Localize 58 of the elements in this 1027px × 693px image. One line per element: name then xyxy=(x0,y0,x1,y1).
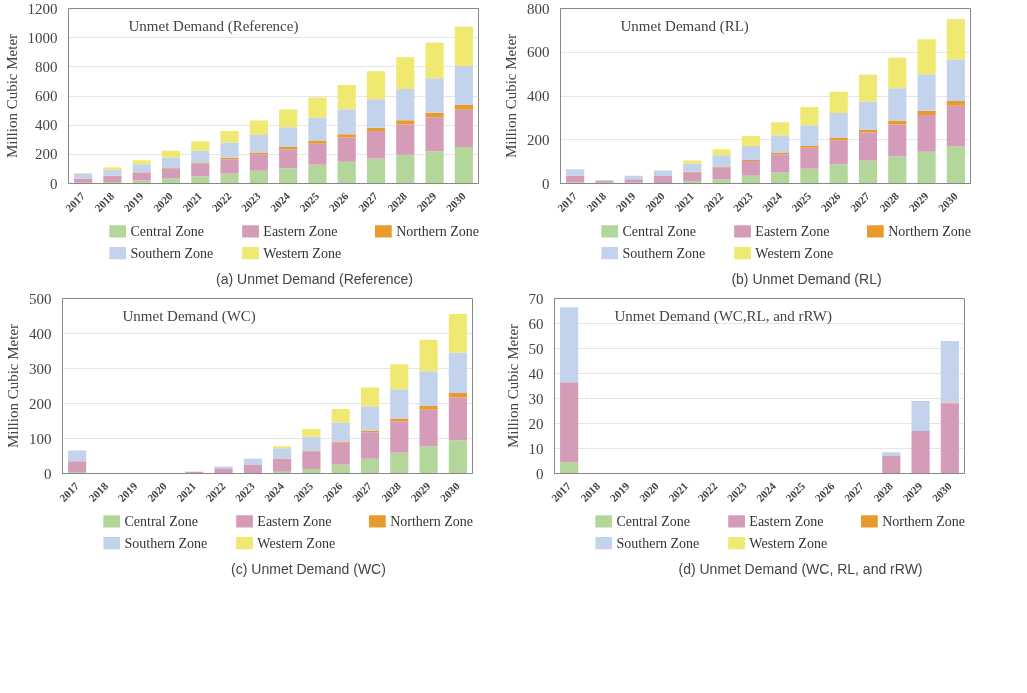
legend-label: Northern Zone xyxy=(882,513,965,529)
y-tick-label: 800 xyxy=(35,58,58,75)
y-tick-label: 0 xyxy=(44,465,52,482)
text: Unmet Demand (WC,RL, and rRW) xyxy=(614,307,832,325)
legend-label: Eastern Zone xyxy=(263,223,338,239)
y-tick-label: 30 xyxy=(528,390,544,407)
legend-label: Southern Zone xyxy=(124,535,208,551)
legend-label: Southern Zone xyxy=(622,245,706,261)
y-axis-title: Million Cubic Meter xyxy=(503,33,519,159)
legend-label: Northern Zone xyxy=(390,513,473,529)
legend-label: Southern Zone xyxy=(616,535,700,551)
legend-label: Central Zone xyxy=(130,223,204,239)
y-tick-label: 60 xyxy=(528,315,544,332)
text: Unmet Demand (RL) xyxy=(620,17,749,35)
legend-label: Northern Zone xyxy=(888,223,971,239)
y-tick-label: 200 xyxy=(527,131,550,148)
y-tick-label: 600 xyxy=(527,44,550,61)
y-tick-label: 10 xyxy=(528,440,544,457)
legend-label: Eastern Zone xyxy=(749,513,824,529)
legend-label: Central Zone xyxy=(616,513,690,529)
legend-label: Western Zone xyxy=(749,535,828,551)
y-tick-label: 300 xyxy=(29,360,52,377)
y-tick-label: 0 xyxy=(542,175,550,192)
text: (c) Unmet Demand (WC) xyxy=(231,560,386,577)
y-tick-label: 1200 xyxy=(27,0,58,17)
legend-label: Eastern Zone xyxy=(755,223,830,239)
y-tick-label: 100 xyxy=(29,430,52,447)
y-tick-label: 1000 xyxy=(27,29,58,46)
y-tick-label: 400 xyxy=(35,117,58,134)
text: Unmet Demand (WC) xyxy=(122,307,256,325)
text: (a) Unmet Demand (Reference) xyxy=(216,270,413,287)
legend-label: Central Zone xyxy=(622,223,696,239)
y-tick-label: 600 xyxy=(35,88,58,104)
text: (b) Unmet Demand (RL) xyxy=(731,270,882,287)
y-tick-label: 20 xyxy=(528,415,544,432)
legend-label: Northern Zone xyxy=(396,223,479,239)
y-tick-label: 400 xyxy=(527,88,550,104)
y-tick-label: 70 xyxy=(528,290,544,307)
y-tick-label: 40 xyxy=(528,365,544,382)
legend-label: Western Zone xyxy=(263,245,342,261)
y-tick-label: 400 xyxy=(29,325,52,342)
y-tick-label: 200 xyxy=(35,146,58,163)
y-tick-label: 0 xyxy=(536,465,544,482)
y-tick-label: 0 xyxy=(50,175,58,192)
text: (d) Unmet Demand (WC, RL, and rRW) xyxy=(678,560,923,577)
legend-label: Western Zone xyxy=(755,245,834,261)
legend-label: Southern Zone xyxy=(130,245,214,261)
legend-label: Eastern Zone xyxy=(257,513,332,529)
y-tick-label: 500 xyxy=(29,290,52,307)
y-axis-title: Million Cubic Meter xyxy=(504,323,521,449)
legend-label: Western Zone xyxy=(257,535,336,551)
legend-label: Central Zone xyxy=(124,513,198,529)
y-axis-title: Million Cubic Meter xyxy=(5,323,21,449)
text: Unmet Demand (Reference) xyxy=(128,17,299,35)
y-tick-label: 50 xyxy=(528,340,544,357)
y-axis-title: Million Cubic Meter xyxy=(3,33,20,159)
y-tick-label: 200 xyxy=(29,395,52,412)
y-tick-label: 800 xyxy=(527,0,550,17)
